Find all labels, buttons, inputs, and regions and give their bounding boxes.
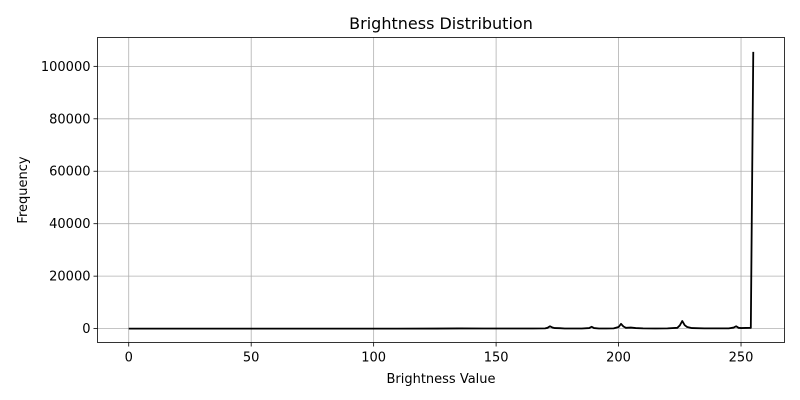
grid-layer — [97, 37, 785, 343]
x-tick-label: 250 — [729, 351, 754, 366]
x-tick-label: 200 — [606, 351, 631, 366]
x-tick-label: 0 — [125, 351, 133, 366]
chart-title: Brightness Distribution — [349, 14, 533, 33]
plot-layer — [128, 51, 755, 330]
x-tick-label: 100 — [361, 351, 386, 366]
x-axis-label: Brightness Value — [386, 372, 495, 387]
y-tick-label: 0 — [82, 322, 90, 337]
tick-layer: 0 50 100 150 200 250 0 20000 40000 60000 80000 1000… — [41, 60, 754, 366]
y-tick-label: 40000 — [49, 217, 90, 232]
x-tick-label: 150 — [484, 351, 509, 366]
y-tick-label: 20000 — [49, 270, 90, 285]
y-tick-label: 100000 — [41, 60, 91, 75]
series-line — [128, 51, 755, 330]
y-tick-label: 60000 — [49, 165, 90, 180]
plot-frame — [97, 37, 785, 343]
y-tick-label: 80000 — [49, 112, 90, 127]
y-axis-label: Frequency — [16, 156, 31, 223]
x-tick-label: 50 — [243, 351, 260, 366]
